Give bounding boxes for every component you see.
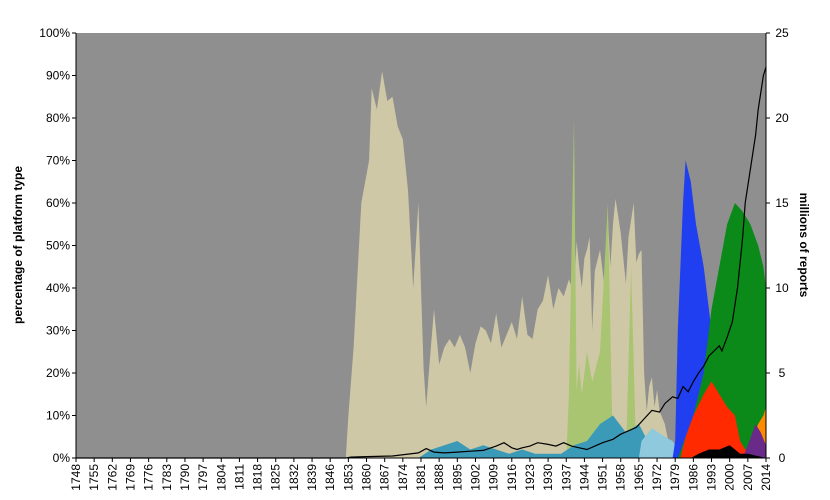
x-tick-label: 1993 xyxy=(705,464,719,491)
x-tick-label: 1916 xyxy=(505,464,519,491)
x-tick-label: 2000 xyxy=(723,464,737,491)
x-tick-label: 1825 xyxy=(269,464,283,491)
y2-tick-label: 15 xyxy=(775,196,789,210)
x-tick-label: 1797 xyxy=(196,464,210,491)
y-tick-label: 30% xyxy=(46,324,70,338)
y2-axis-title: millions of reports xyxy=(797,193,811,298)
x-tick-label: 1881 xyxy=(414,464,428,491)
area-series-teal xyxy=(418,415,766,458)
area-series-red xyxy=(680,381,766,458)
y-tick-label: 90% xyxy=(46,69,70,83)
x-tick-label: 1755 xyxy=(87,464,101,491)
x-tick-label: 1783 xyxy=(160,464,174,491)
y-tick-label: 70% xyxy=(46,154,70,168)
area-series-purple xyxy=(742,424,766,458)
x-tick-label: 1874 xyxy=(396,464,410,491)
x-tick-label: 1937 xyxy=(559,464,573,491)
x-tick-label: 1839 xyxy=(305,464,319,491)
x-tick-label: 1860 xyxy=(360,464,374,491)
axes: 0% 10% 20% 30% 40% 50% 60% 70% 80% 90% 100% 0 5 10 15 2… xyxy=(39,26,789,491)
x-tick-label: 1909 xyxy=(487,464,501,491)
y2-tick-label: 5 xyxy=(779,366,786,380)
x-tick-label: 1986 xyxy=(686,464,700,491)
y-tick-label: 10% xyxy=(46,409,70,423)
plot-area xyxy=(76,33,766,459)
x-tick-label: 2007 xyxy=(741,464,755,491)
area-series-lightblue xyxy=(638,428,766,458)
x-tick-label: 1944 xyxy=(577,464,591,491)
x-tick-label: 1748 xyxy=(69,464,83,491)
x-tick-label: 1846 xyxy=(323,464,337,491)
x-tick-label: 1762 xyxy=(105,464,119,491)
y2-tick-label: 25 xyxy=(775,26,789,40)
y-tick-label: 20% xyxy=(46,366,70,380)
y-tick-label: 0% xyxy=(53,451,71,465)
x-tick-label: 1951 xyxy=(596,464,610,491)
area-series-blue xyxy=(672,160,766,458)
y2-tick-label: 10 xyxy=(775,281,789,295)
x-tick-label: 1888 xyxy=(432,464,446,491)
x-tick-label: 1902 xyxy=(468,464,482,491)
x-tick-label: 1811 xyxy=(232,464,246,490)
x-tick-label: 1804 xyxy=(214,464,228,491)
y-tick-label: 80% xyxy=(46,111,70,125)
y-tick-label: 40% xyxy=(46,281,70,295)
y-tick-label: 50% xyxy=(46,239,70,253)
x-tick-label: 1930 xyxy=(541,464,555,491)
x-tick-label: 1958 xyxy=(614,464,628,491)
x-tick-label: 1853 xyxy=(341,464,355,491)
x-tick-label: 1867 xyxy=(378,464,392,491)
x-tick-label: 1769 xyxy=(123,464,137,491)
line-series-reports xyxy=(76,66,767,459)
report-count-line xyxy=(76,66,767,459)
y2-tick-label: 20 xyxy=(775,111,789,125)
x-tick-label: 1832 xyxy=(287,464,301,491)
x-tick-label: 1895 xyxy=(450,464,464,491)
y-tick-label: 100% xyxy=(39,26,70,40)
area-series-beige xyxy=(76,71,766,459)
area-series-green xyxy=(677,203,766,458)
x-tick-label: 2014 xyxy=(759,464,773,491)
x-tick-label: 1979 xyxy=(668,464,682,491)
x-tick-label: 1818 xyxy=(251,464,265,491)
x-tick-label: 1776 xyxy=(142,464,156,491)
area-series-black xyxy=(690,445,766,458)
x-tick-label: 1923 xyxy=(523,464,537,491)
y-axis-title: percentage of platform type xyxy=(11,166,25,324)
area-series-olive xyxy=(566,118,766,458)
y2-tick-label: 0 xyxy=(779,451,786,465)
x-tick-label: 1972 xyxy=(650,464,664,491)
x-tick-label: 1965 xyxy=(632,464,646,491)
x-tick-label: 1790 xyxy=(178,464,192,491)
y-tick-label: 60% xyxy=(46,196,70,210)
